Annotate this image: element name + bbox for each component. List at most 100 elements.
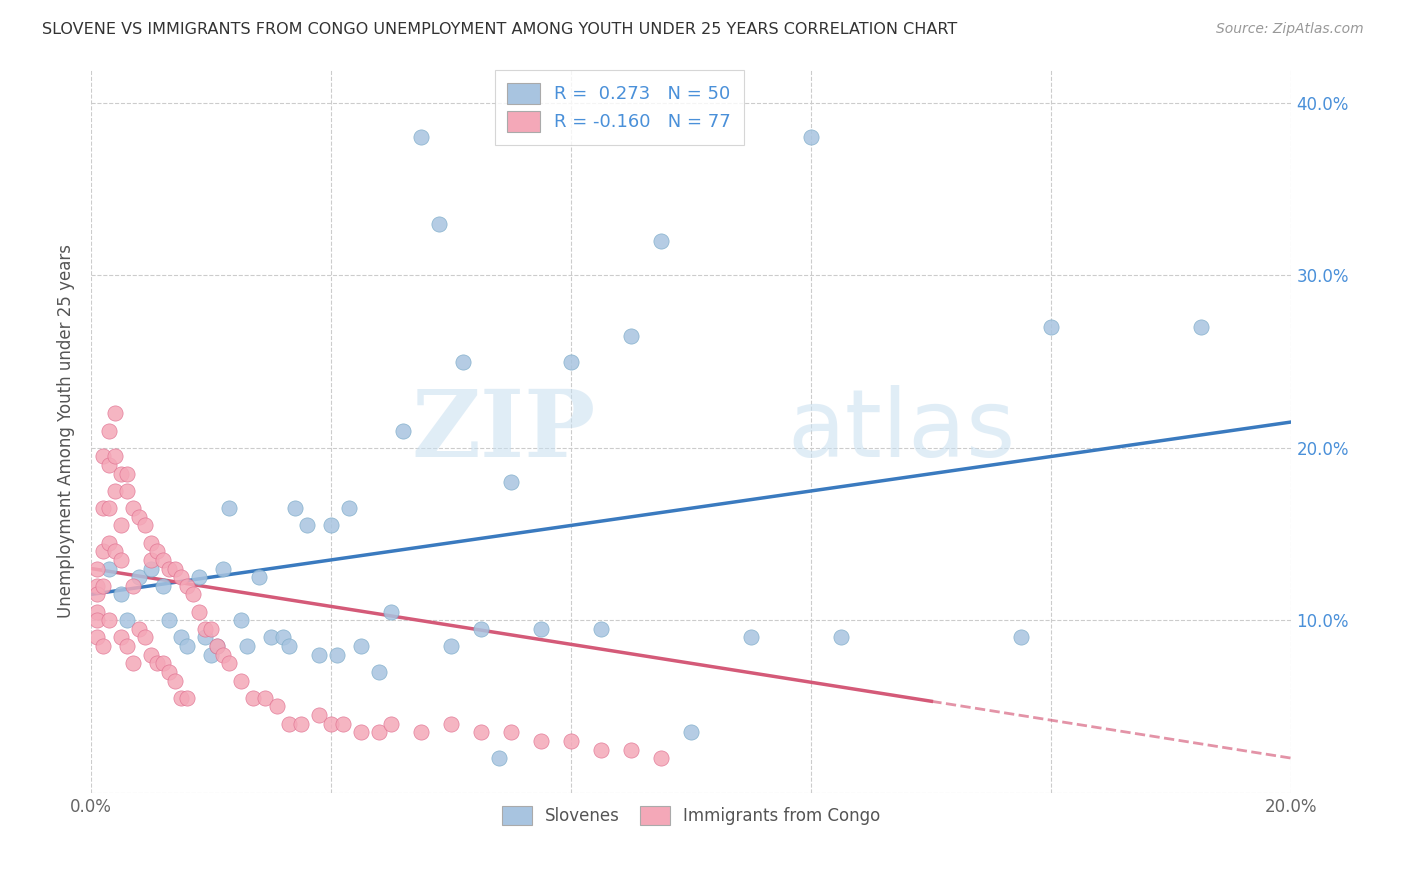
Point <box>110 631 132 645</box>
Point <box>91 450 114 464</box>
Point <box>212 561 235 575</box>
Point <box>141 553 163 567</box>
Point <box>141 535 163 549</box>
Point <box>271 631 294 645</box>
Point <box>157 665 180 679</box>
Point <box>157 561 180 575</box>
Point <box>591 622 613 636</box>
Point <box>278 639 301 653</box>
Point <box>231 613 253 627</box>
Point <box>141 561 163 575</box>
Point <box>170 570 193 584</box>
Legend: Slovenes, Immigrants from Congo: Slovenes, Immigrants from Congo <box>492 796 891 835</box>
Point <box>128 509 150 524</box>
Point <box>205 639 228 653</box>
Point <box>104 450 127 464</box>
Point <box>620 742 643 756</box>
Point <box>141 648 163 662</box>
Point <box>560 354 582 368</box>
Point <box>128 570 150 584</box>
Point <box>115 613 138 627</box>
Point <box>1040 320 1063 334</box>
Point <box>122 579 145 593</box>
Point <box>115 467 138 481</box>
Point <box>86 579 108 593</box>
Point <box>212 648 235 662</box>
Point <box>176 690 198 705</box>
Point <box>176 639 198 653</box>
Point <box>86 587 108 601</box>
Point <box>427 217 450 231</box>
Point <box>104 406 127 420</box>
Point <box>181 587 204 601</box>
Point <box>254 690 277 705</box>
Point <box>91 579 114 593</box>
Point <box>321 518 343 533</box>
Point <box>170 690 193 705</box>
Point <box>98 458 121 472</box>
Text: atlas: atlas <box>787 384 1015 476</box>
Point <box>392 424 415 438</box>
Point <box>308 648 330 662</box>
Point <box>380 716 402 731</box>
Point <box>122 657 145 671</box>
Y-axis label: Unemployment Among Youth under 25 years: Unemployment Among Youth under 25 years <box>58 244 75 617</box>
Point <box>194 622 217 636</box>
Point <box>290 716 312 731</box>
Point <box>332 716 354 731</box>
Point <box>98 501 121 516</box>
Point <box>620 328 643 343</box>
Text: SLOVENE VS IMMIGRANTS FROM CONGO UNEMPLOYMENT AMONG YOUTH UNDER 25 YEARS CORRELA: SLOVENE VS IMMIGRANTS FROM CONGO UNEMPLO… <box>42 22 957 37</box>
Point <box>170 631 193 645</box>
Point <box>91 501 114 516</box>
Point <box>1191 320 1213 334</box>
Point <box>152 657 174 671</box>
Point <box>451 354 474 368</box>
Point <box>236 639 259 653</box>
Point <box>650 751 672 765</box>
Point <box>380 605 402 619</box>
Point <box>295 518 318 533</box>
Point <box>440 639 463 653</box>
Point <box>440 716 463 731</box>
Point <box>368 725 391 739</box>
Point <box>530 622 553 636</box>
Point <box>530 734 553 748</box>
Point <box>91 639 114 653</box>
Point <box>350 639 373 653</box>
Point <box>205 639 228 653</box>
Point <box>165 673 187 688</box>
Point <box>266 699 288 714</box>
Point <box>134 518 156 533</box>
Point <box>157 613 180 627</box>
Point <box>188 570 211 584</box>
Point <box>188 605 211 619</box>
Point <box>231 673 253 688</box>
Point <box>98 424 121 438</box>
Point <box>501 725 523 739</box>
Point <box>470 622 492 636</box>
Point <box>110 467 132 481</box>
Point <box>86 631 108 645</box>
Point <box>86 605 108 619</box>
Point <box>284 501 307 516</box>
Point <box>122 501 145 516</box>
Point <box>86 561 108 575</box>
Text: Source: ZipAtlas.com: Source: ZipAtlas.com <box>1216 22 1364 37</box>
Point <box>326 648 349 662</box>
Point <box>110 553 132 567</box>
Point <box>104 483 127 498</box>
Point <box>200 648 222 662</box>
Point <box>218 501 240 516</box>
Point <box>146 657 169 671</box>
Point <box>98 535 121 549</box>
Point <box>247 570 270 584</box>
Point <box>260 631 283 645</box>
Point <box>218 657 240 671</box>
Point <box>91 544 114 558</box>
Point <box>242 690 264 705</box>
Point <box>368 665 391 679</box>
Point <box>115 483 138 498</box>
Point <box>560 734 582 748</box>
Point <box>194 631 217 645</box>
